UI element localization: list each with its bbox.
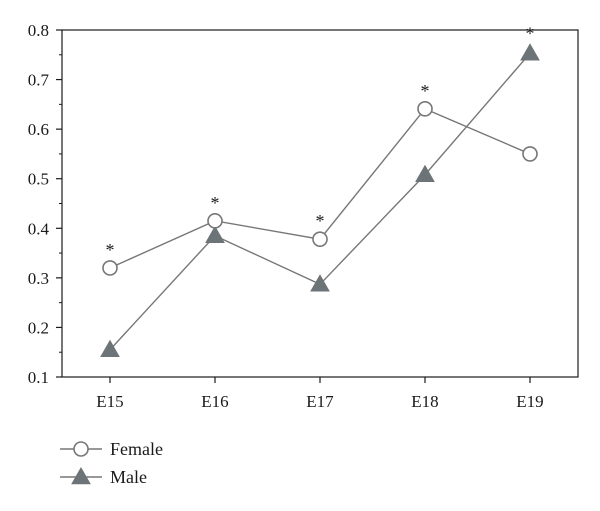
female-data-point [102, 260, 118, 276]
legend-marker-female [73, 441, 89, 457]
chart-axes [61, 29, 579, 378]
legend: Female Male [60, 439, 163, 487]
series-lines [109, 52, 531, 351]
female-significance-marker: * [316, 211, 325, 231]
x-tick-label: E19 [516, 392, 543, 411]
x-tick-label: E16 [201, 392, 228, 411]
female-data-point [312, 231, 328, 247]
male-data-point [415, 164, 435, 182]
female-data-point [522, 146, 538, 162]
y-tick-label: 0.6 [28, 120, 49, 139]
x-tick-label: E17 [306, 392, 334, 411]
female-significance-marker: * [211, 193, 220, 213]
plot-frame [61, 29, 579, 378]
female-significance-marker: * [421, 81, 430, 101]
y-tick-label: 0.5 [28, 170, 49, 189]
male-series-line [109, 52, 531, 351]
male-data-point [310, 274, 330, 292]
x-tick-label: E18 [411, 392, 438, 411]
y-tick-label: 0.2 [28, 318, 49, 337]
y-tick-label: 0.1 [28, 368, 49, 387]
series-markers [100, 43, 540, 357]
y-tick-label: 0.3 [28, 269, 49, 288]
legend-marker-male [71, 466, 91, 485]
male-data-point [520, 43, 540, 61]
legend-label-male: Male [110, 467, 147, 487]
significance-markers: * * * * * [106, 23, 535, 260]
female-data-point [207, 213, 223, 229]
male-data-point [205, 225, 225, 243]
female-significance-marker: * [106, 240, 115, 260]
male-significance-marker: * [526, 23, 535, 43]
y-axis-ticks: 0.1 0.2 0.3 0.4 0.5 0.6 0.7 0.8 [28, 21, 62, 387]
x-tick-label: E15 [96, 392, 123, 411]
female-data-point [417, 101, 433, 117]
y-tick-label: 0.4 [28, 219, 50, 238]
y-tick-label: 0.7 [28, 71, 50, 90]
x-axis-ticks: E15 E16 E17 E18 E19 [96, 377, 544, 411]
legend-label-female: Female [110, 439, 163, 459]
y-tick-label: 0.8 [28, 21, 49, 40]
male-data-point [100, 339, 120, 357]
